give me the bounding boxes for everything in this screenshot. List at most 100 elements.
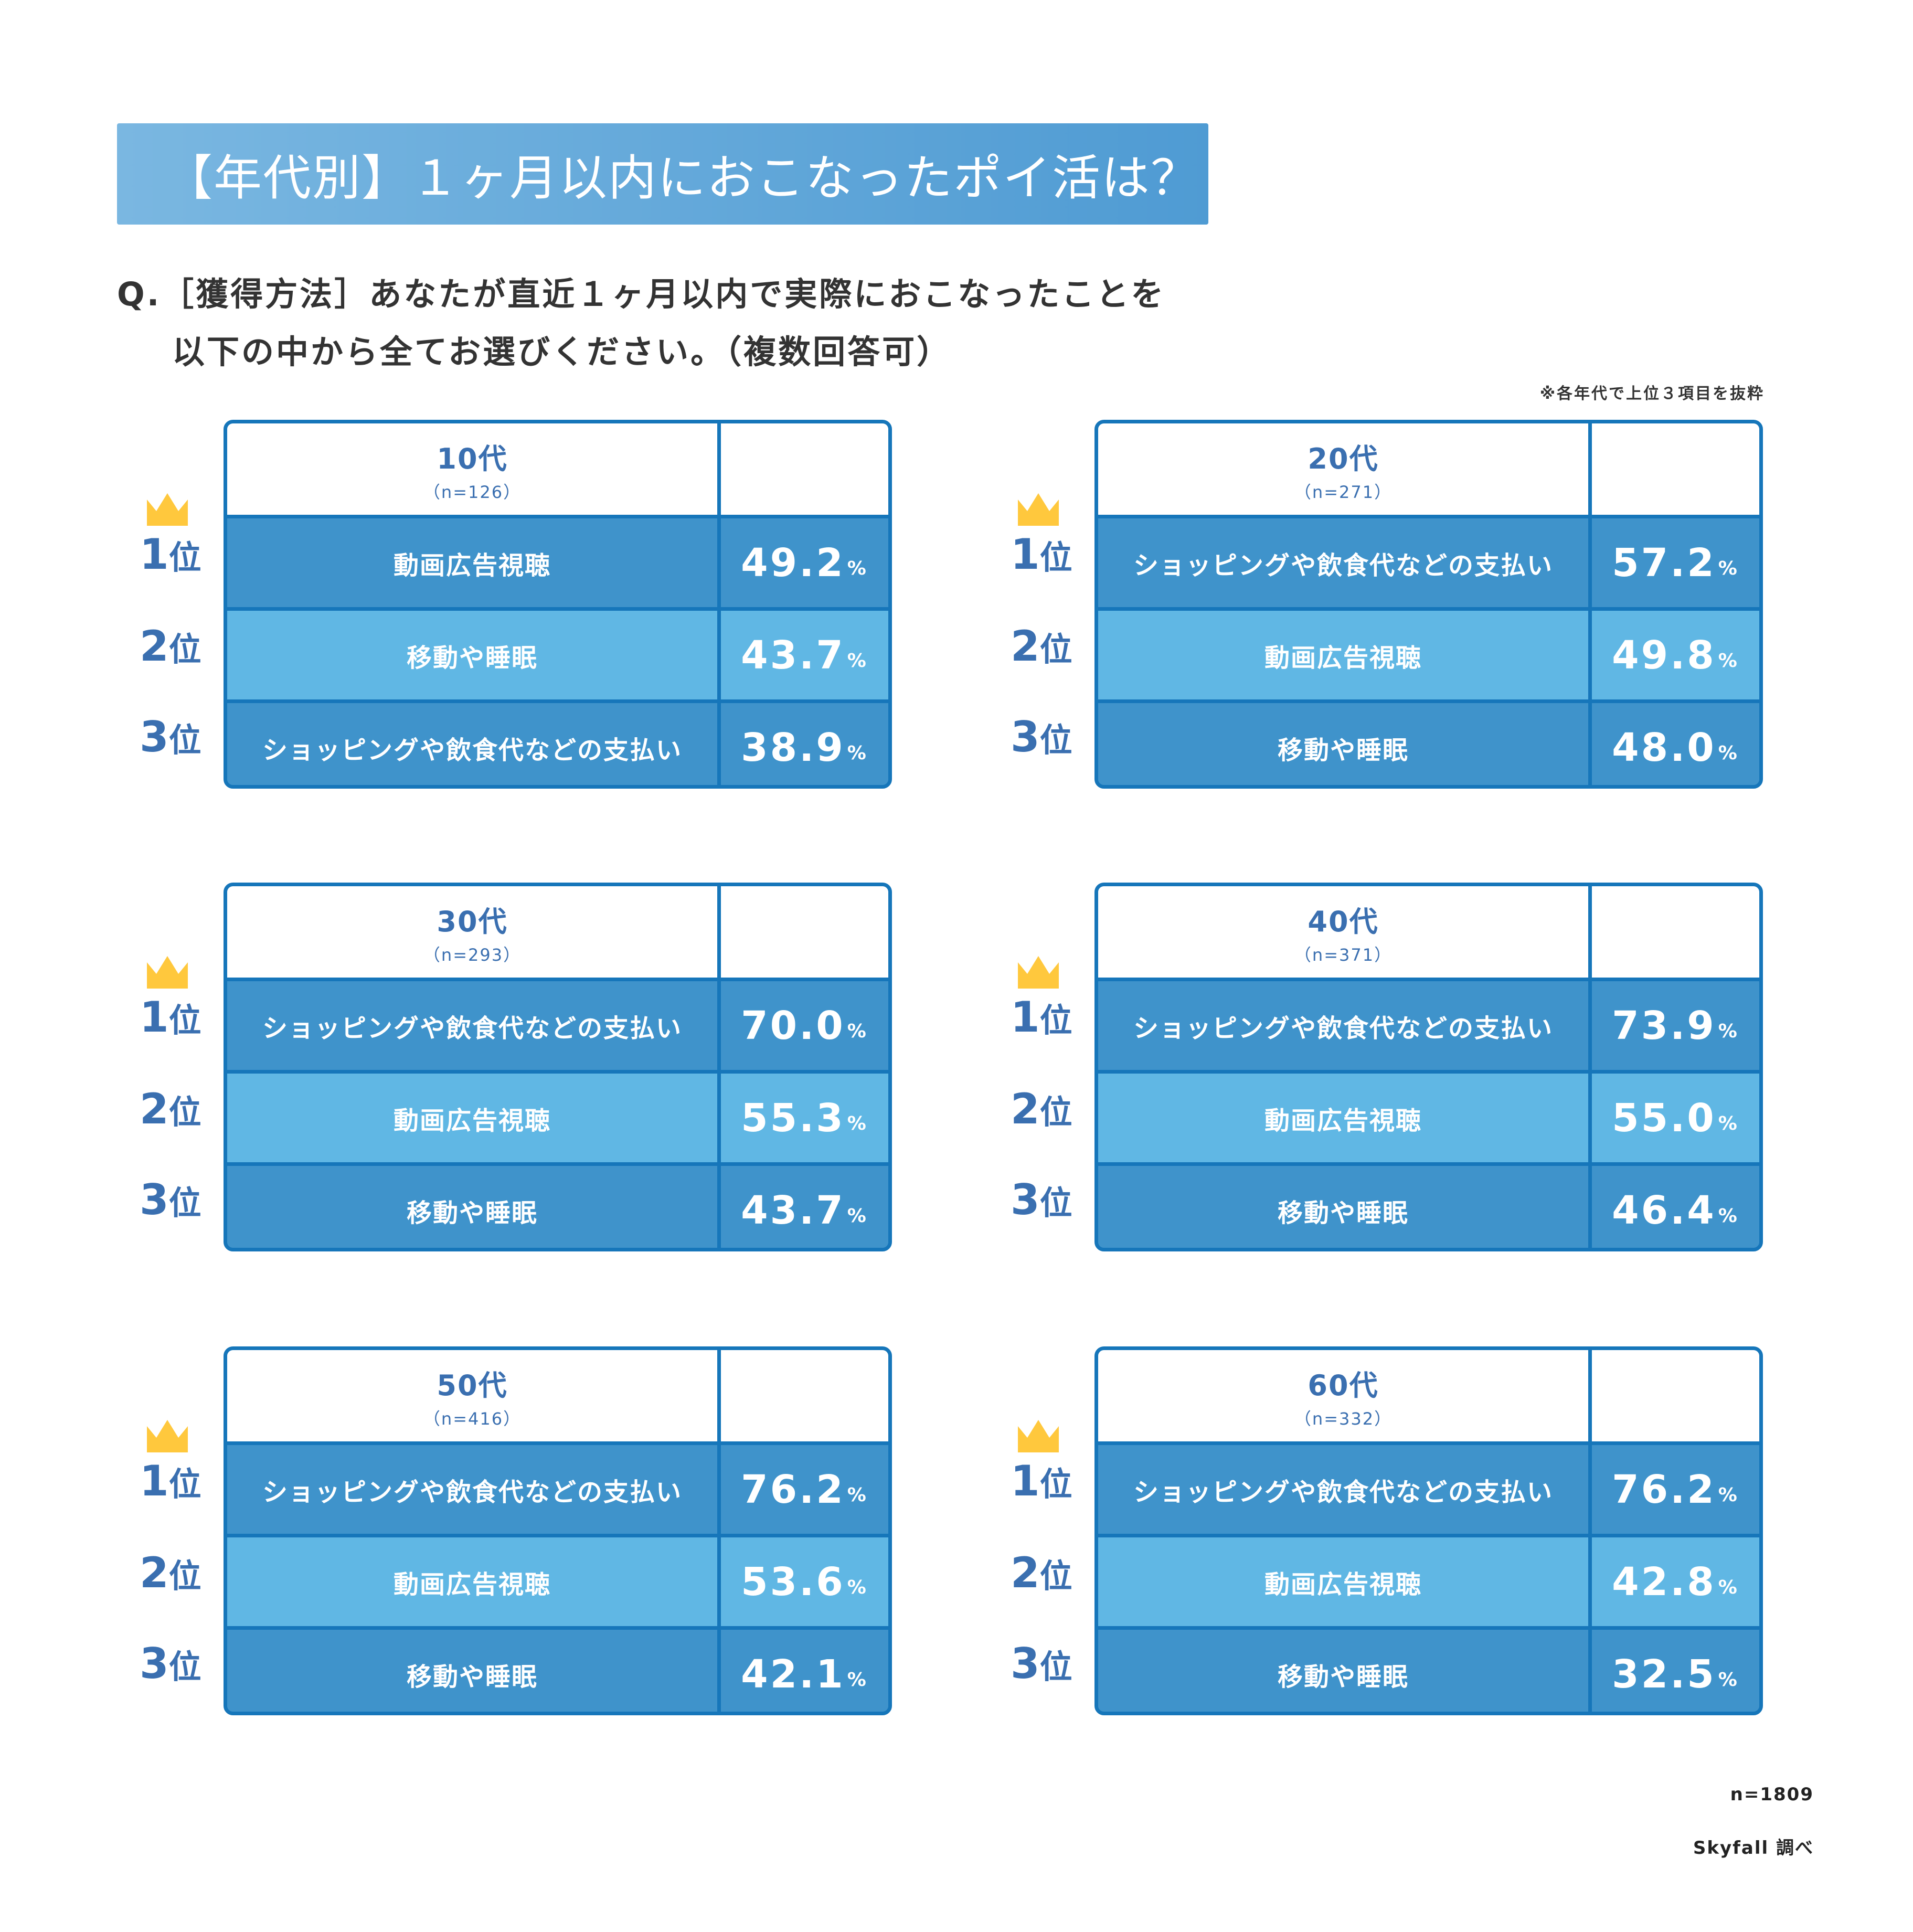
value-number: 46.4 xyxy=(1612,1187,1716,1233)
rank-label: 1位 xyxy=(1011,530,1072,579)
item-value: 55.3% xyxy=(721,1074,888,1162)
age-panel: 1位 2位 3位 10代 （n=126） 動画広告視聴 49.2% 移動や睡眠 43.7% ショッ… xyxy=(140,420,892,789)
rank-number: 3 xyxy=(1011,1175,1040,1224)
percent-sign: % xyxy=(1718,1484,1739,1506)
item-value: 42.1% xyxy=(721,1630,888,1712)
item-value: 57.2% xyxy=(1592,518,1759,607)
rank-label: 1位 xyxy=(140,1457,201,1505)
rank-number: 1 xyxy=(1011,1457,1040,1505)
rank-label: 2位 xyxy=(140,1085,201,1133)
rank-number: 1 xyxy=(140,1457,169,1505)
table-header: 50代 （n=416） xyxy=(227,1350,888,1441)
header-empty-cell xyxy=(1592,423,1759,515)
header-age-cell: 40代 （n=371） xyxy=(1098,886,1592,978)
table-header: 20代 （n=271） xyxy=(1098,423,1759,515)
item-value: 76.2% xyxy=(721,1445,888,1534)
rank-suffix: 位 xyxy=(168,1648,201,1686)
item-label: 動画広告視聴 xyxy=(227,1074,721,1162)
header-age-cell: 10代 （n=126） xyxy=(227,423,721,515)
rank-number: 3 xyxy=(140,1639,169,1688)
ranking-table: 10代 （n=126） 動画広告視聴 49.2% 移動や睡眠 43.7% ショッピングや飲食… xyxy=(224,420,892,789)
rank-label: 1位 xyxy=(1011,1457,1072,1505)
item-label: 移動や睡眠 xyxy=(1098,703,1592,785)
value-number: 32.5 xyxy=(1612,1651,1716,1697)
percent-sign: % xyxy=(1718,1205,1739,1227)
rank-number: 2 xyxy=(1011,1548,1040,1597)
rank-number: 3 xyxy=(140,1175,169,1224)
table-row: ショッピングや飲食代などの支払い 73.9% xyxy=(1098,978,1759,1070)
table-row: 動画広告視聴 42.8% xyxy=(1098,1534,1759,1626)
value-number: 57.2 xyxy=(1612,540,1716,586)
value-number: 55.0 xyxy=(1612,1095,1716,1141)
crown-icon xyxy=(1018,493,1059,526)
value-number: 42.8 xyxy=(1612,1559,1716,1605)
sample-size: （n=332） xyxy=(1294,1408,1393,1429)
age-label: 60代 xyxy=(1308,1368,1379,1402)
table-header: 10代 （n=126） xyxy=(227,423,888,515)
ranking-table: 20代 （n=271） ショッピングや飲食代などの支払い 57.2% 動画広告視聴 49.… xyxy=(1094,420,1763,789)
ranking-table: 30代 （n=293） ショッピングや飲食代などの支払い 70.0% 動画広告視聴 55.… xyxy=(224,883,892,1251)
item-value: 49.2% xyxy=(721,518,888,607)
rank-number: 2 xyxy=(140,1548,169,1597)
rank-suffix: 位 xyxy=(1039,1648,1072,1686)
table-row: ショッピングや飲食代などの支払い 38.9% xyxy=(227,699,888,785)
table-header: 30代 （n=293） xyxy=(227,886,888,978)
table-row: 移動や睡眠 43.7% xyxy=(227,1162,888,1248)
sample-size: （n=293） xyxy=(423,944,522,965)
rank-number: 1 xyxy=(140,993,169,1042)
rank-number: 2 xyxy=(140,622,169,671)
item-value: 43.7% xyxy=(721,1166,888,1248)
age-panel: 1位 2位 3位 40代 （n=371） ショッピングや飲食代などの支払い 73.9% 動画広… xyxy=(1011,883,1763,1251)
rank-number: 3 xyxy=(140,713,169,761)
rank-suffix: 位 xyxy=(168,721,201,759)
rank-number: 1 xyxy=(1011,993,1040,1042)
rank-number: 3 xyxy=(1011,1639,1040,1688)
percent-sign: % xyxy=(847,742,868,764)
item-value: 46.4% xyxy=(1592,1166,1759,1248)
rank-label: 3位 xyxy=(1011,1175,1072,1224)
rank-label: 2位 xyxy=(140,622,201,671)
item-value: 38.9% xyxy=(721,703,888,785)
header-empty-cell xyxy=(1592,1350,1759,1441)
sample-size: （n=271） xyxy=(1294,482,1393,502)
item-label: ショッピングや飲食代などの支払い xyxy=(227,1445,721,1534)
item-label: 移動や睡眠 xyxy=(1098,1630,1592,1712)
item-label: 移動や睡眠 xyxy=(1098,1166,1592,1248)
table-row: 移動や睡眠 32.5% xyxy=(1098,1626,1759,1712)
question-line-2: 以下の中から全てお選びください。（複数回答可） xyxy=(172,333,952,371)
header-age-cell: 30代 （n=293） xyxy=(227,886,721,978)
rank-number: 3 xyxy=(1011,713,1040,761)
percent-sign: % xyxy=(847,1021,868,1042)
crown-icon xyxy=(147,493,188,526)
ranking-table: 40代 （n=371） ショッピングや飲食代などの支払い 73.9% 動画広告視聴 55.… xyxy=(1094,883,1763,1251)
value-number: 76.2 xyxy=(1612,1467,1716,1512)
item-label: ショッピングや飲食代などの支払い xyxy=(1098,1445,1592,1534)
table-row: ショッピングや飲食代などの支払い 70.0% xyxy=(227,978,888,1070)
age-label: 50代 xyxy=(437,1368,508,1402)
age-label: 40代 xyxy=(1308,905,1379,938)
value-number: 55.3 xyxy=(741,1095,845,1141)
rank-suffix: 位 xyxy=(1039,1093,1072,1131)
rank-number: 2 xyxy=(1011,1085,1040,1133)
percent-sign: % xyxy=(847,650,868,672)
ranking-table: 50代 （n=416） ショッピングや飲食代などの支払い 76.2% 動画広告視聴 53.… xyxy=(224,1346,892,1715)
rank-suffix: 位 xyxy=(168,1557,201,1595)
header-age-cell: 20代 （n=271） xyxy=(1098,423,1592,515)
table-row: ショッピングや飲食代などの支払い 76.2% xyxy=(227,1441,888,1534)
item-label: 動画広告視聴 xyxy=(227,1537,721,1626)
age-panel: 1位 2位 3位 20代 （n=271） ショッピングや飲食代などの支払い 57.2% 動画広… xyxy=(1011,420,1763,789)
item-label: 移動や睡眠 xyxy=(227,611,721,699)
percent-sign: % xyxy=(847,1577,868,1598)
percent-sign: % xyxy=(847,1669,868,1691)
value-number: 76.2 xyxy=(741,1467,845,1512)
item-label: 動画広告視聴 xyxy=(1098,611,1592,699)
percent-sign: % xyxy=(1718,1669,1739,1691)
value-number: 53.6 xyxy=(741,1559,845,1605)
age-panel: 1位 2位 3位 60代 （n=332） ショッピングや飲食代などの支払い 76.2% 動画広… xyxy=(1011,1346,1763,1715)
table-header: 40代 （n=371） xyxy=(1098,886,1759,978)
value-number: 70.0 xyxy=(741,1003,845,1048)
note: ※各年代で上位３項目を抜粋 xyxy=(1539,385,1765,403)
percent-sign: % xyxy=(847,1484,868,1506)
rank-label: 2位 xyxy=(1011,622,1072,671)
table-header: 60代 （n=332） xyxy=(1098,1350,1759,1441)
